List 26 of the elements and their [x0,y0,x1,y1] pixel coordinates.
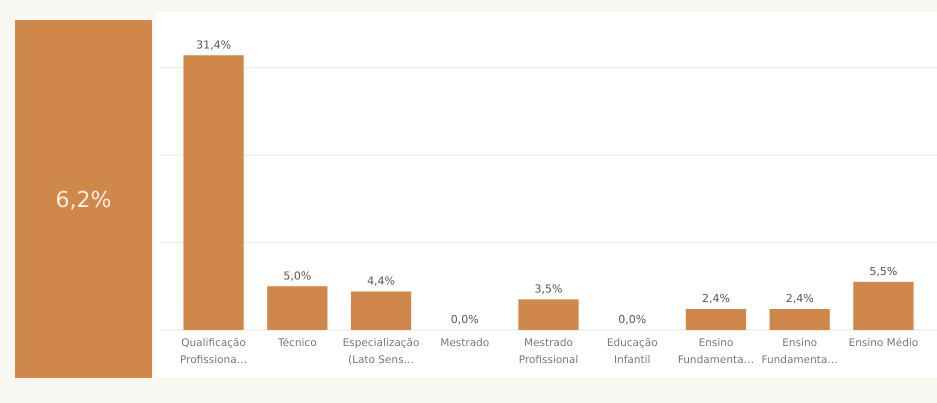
data-label: 0,0% [618,313,646,326]
bar [770,309,830,330]
bar [686,309,746,330]
x-tick-label: Qualificação Profissiona… [180,337,248,366]
bar [518,299,579,330]
data-label: 31,4% [196,38,232,52]
x-tick-label: Mestrado [440,337,490,349]
x-tick-label: Educação Infantil [606,337,658,366]
data-label: 2,4% [702,292,730,305]
x-tick-label: Ensino Médio [848,337,918,349]
data-label: 5,5% [869,264,898,278]
x-tick-label: Mestrado Profissional [518,337,578,366]
bar [267,286,328,330]
data-label: 5,0% [283,269,312,282]
x-tick-label: Especialização (Lato Sens… [342,337,420,366]
bar [350,292,412,330]
data-label: 3,5% [534,282,562,296]
x-tick-label: Ensino Fundamenta… [762,337,838,366]
data-label: 4,4% [367,274,396,288]
data-label: 0,0% [450,313,479,326]
x-tick-label: Técnico [276,337,317,349]
data-label: 2,4% [786,292,814,305]
bar [183,55,244,330]
x-tick-label: Ensino Fundamenta… [678,337,754,366]
text: 6,2% [56,188,112,213]
bar [853,282,914,330]
